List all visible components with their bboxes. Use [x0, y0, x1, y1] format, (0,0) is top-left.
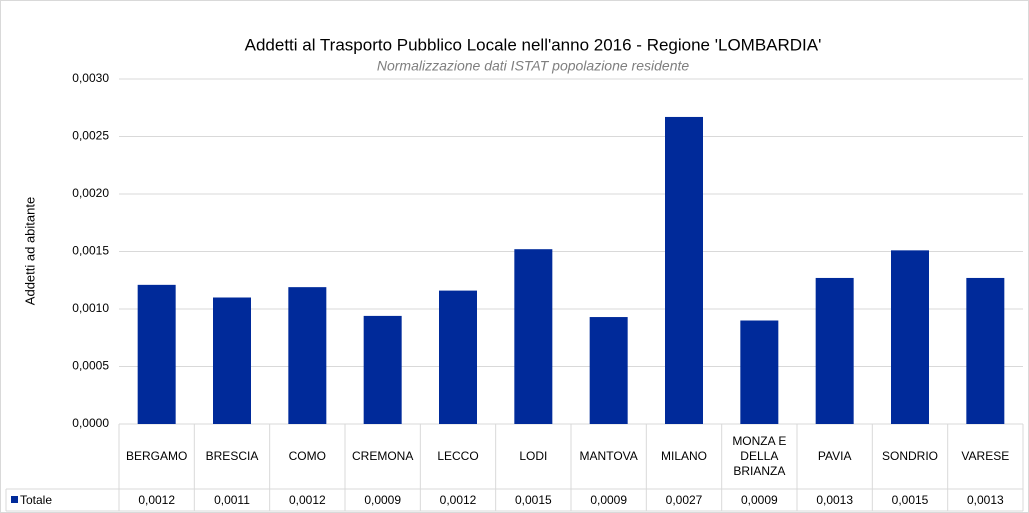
y-tick-label: 0,0020 — [72, 186, 109, 200]
bar — [966, 277, 1005, 424]
x-tick-label: PAVIA — [817, 449, 852, 463]
x-tick-label: CREMONA — [351, 449, 414, 463]
x-tick-label: LODI — [519, 449, 548, 463]
data-table-value: 0,0009 — [740, 492, 778, 507]
data-table-value: 0,0012 — [288, 492, 326, 507]
x-tick-label: MANTOVA — [579, 449, 638, 463]
x-tick-label: BRESCIA — [205, 449, 259, 463]
data-table-value: 0,0012 — [439, 492, 477, 507]
y-tick-label: 0,0030 — [72, 71, 109, 85]
bar — [137, 284, 176, 424]
bar — [665, 116, 703, 424]
data-table-value: 0,0009 — [364, 492, 402, 507]
data-table-value: 0,0012 — [138, 492, 176, 507]
y-axis-label: Addetti ad abitante — [22, 197, 37, 305]
y-tick-label: 0,0010 — [72, 301, 109, 315]
x-tick-label: MONZA E DELLA BRIANZA — [732, 434, 787, 478]
x-tick-label: SONDRIO — [881, 449, 938, 463]
bar — [288, 287, 327, 424]
legend-label: Totale — [20, 492, 53, 507]
y-tick-label: 0,0000 — [72, 416, 109, 430]
bar — [891, 250, 929, 424]
data-table-value: 0,0009 — [590, 492, 628, 507]
x-tick-label: MILANO — [660, 449, 707, 463]
legend-key — [11, 496, 18, 503]
data-table-value: 0,0011 — [214, 492, 250, 507]
y-tick-label: 0,0015 — [72, 244, 109, 258]
bar — [439, 290, 477, 424]
x-tick-label: VARESE — [961, 449, 1010, 463]
x-tick-label: COMO — [288, 449, 326, 463]
bar — [815, 277, 854, 424]
y-tick-label: 0,0025 — [72, 129, 109, 143]
data-table-value: 0,0027 — [665, 492, 703, 507]
data-table-value: 0,0015 — [514, 492, 552, 507]
bar — [514, 249, 553, 424]
chart-title: Addetti al Trasporto Pubblico Locale nel… — [245, 35, 822, 54]
data-table-value: 0,0015 — [891, 492, 929, 507]
bar — [740, 320, 779, 424]
x-tick-label: BERGAMO — [125, 449, 188, 463]
bar — [589, 317, 628, 424]
chart-subtitle: Normalizzazione dati ISTAT popolazione r… — [377, 58, 690, 74]
data-table-value: 0,0013 — [966, 492, 1004, 507]
y-tick-label: 0,0005 — [72, 359, 109, 373]
x-tick-label: LECCO — [437, 449, 479, 463]
bar — [363, 315, 402, 424]
bar — [213, 297, 251, 424]
data-table-value: 0,0013 — [816, 492, 854, 507]
